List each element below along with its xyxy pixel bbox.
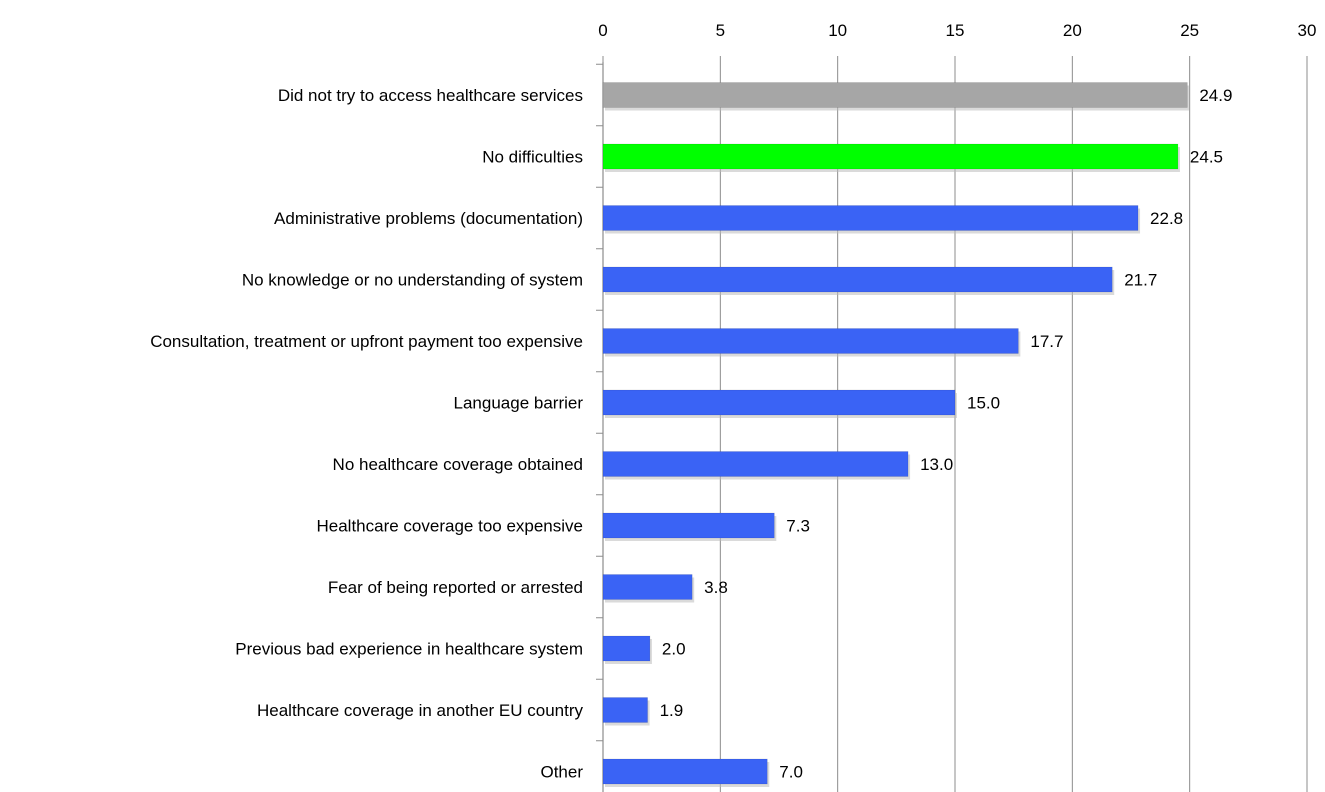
category-label-1: Did not try to access healthcare service… (278, 86, 583, 105)
category-label-5: Consultation, treatment or upfront payme… (150, 332, 583, 351)
x-tick-label-5: 5 (716, 21, 725, 40)
data-label-7: 13.0 (920, 455, 953, 474)
data-label-3: 22.8 (1150, 209, 1183, 228)
bar-5 (602, 328, 1019, 354)
gridlines (719, 62, 1308, 792)
category-label-9: Fear of being reported or arrested (328, 578, 583, 597)
bar-9 (602, 574, 693, 600)
category-label-3: Administrative problems (documentation) (274, 209, 583, 228)
data-label-4: 21.7 (1124, 271, 1157, 290)
category-labels: Did not try to access healthcare service… (150, 86, 583, 782)
data-label-1: 24.9 (1199, 86, 1232, 105)
data-label-5: 17.7 (1030, 332, 1063, 351)
bar-10 (602, 635, 651, 662)
data-label-8: 7.3 (786, 517, 810, 536)
x-tick-label-25: 25 (1180, 21, 1199, 40)
bar-12 (602, 758, 768, 785)
bar-4 (602, 266, 1113, 293)
axes (596, 56, 1308, 792)
category-label-2: No difficulties (482, 148, 583, 167)
category-label-4: No knowledge or no understanding of syst… (242, 271, 583, 290)
category-label-7: No healthcare coverage obtained (333, 455, 583, 474)
data-label-10: 2.0 (662, 640, 686, 659)
data-label-11: 1.9 (660, 701, 684, 720)
bar-6 (602, 389, 956, 416)
bar-3 (602, 205, 1139, 231)
category-label-12: Other (540, 763, 583, 782)
x-tick-labels: 0 5 10 15 20 25 30 (598, 21, 1316, 40)
x-tick-label-30: 30 (1298, 21, 1317, 40)
bar-1 (602, 82, 1188, 108)
data-labels: 24.9 24.5 22.8 21.7 17.7 15.0 13.0 7.3 3.8 2.0 1.9… (660, 86, 1233, 782)
data-label-2: 24.5 (1190, 148, 1223, 167)
category-label-11: Healthcare coverage in another EU countr… (257, 701, 584, 720)
bar-7 (602, 451, 909, 477)
x-tick-label-20: 20 (1063, 21, 1082, 40)
category-label-8: Healthcare coverage too expensive (317, 517, 584, 536)
bar-11 (602, 697, 648, 723)
data-label-9: 3.8 (704, 578, 728, 597)
bar-8 (602, 512, 775, 539)
x-tick-label-10: 10 (828, 21, 847, 40)
x-tick-label-15: 15 (946, 21, 965, 40)
category-label-10: Previous bad experience in healthcare sy… (235, 640, 583, 659)
category-label-6: Language barrier (454, 394, 584, 413)
bar-2 (602, 143, 1179, 170)
data-label-6: 15.0 (967, 394, 1000, 413)
x-tick-label-0: 0 (598, 21, 607, 40)
data-label-12: 7.0 (779, 763, 803, 782)
bars (602, 82, 1190, 787)
